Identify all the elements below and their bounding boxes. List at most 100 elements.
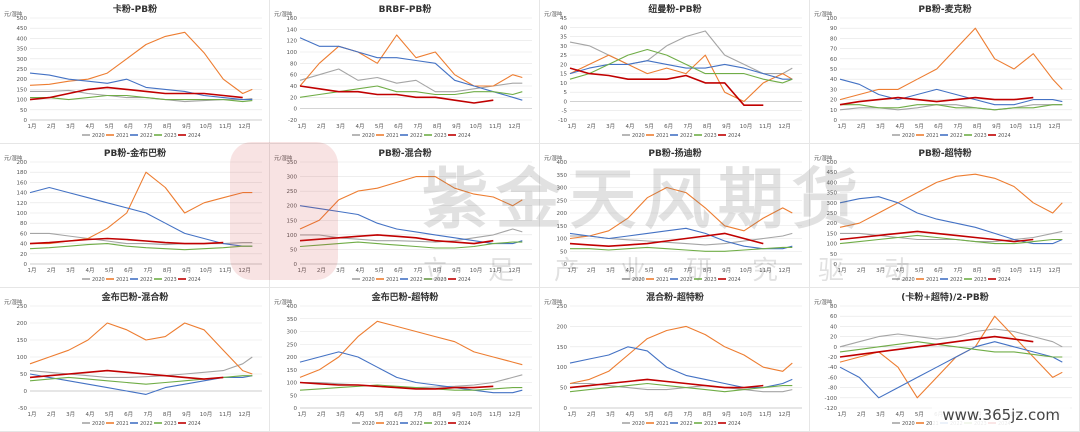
y-tick-label: 50 [830, 67, 837, 73]
x-tick-label: 1月 [28, 411, 37, 418]
x-tick-label: 8月 [703, 267, 712, 274]
series-line-2021 [569, 54, 793, 103]
legend-label: 2023 [704, 421, 717, 427]
y-tick-label: 300 [287, 330, 298, 336]
series-line-2021 [299, 320, 523, 378]
legend-label: 2023 [164, 133, 177, 139]
y-tick-label: 0 [564, 406, 568, 412]
legend-label: 2023 [434, 421, 447, 427]
x-tick-label: 4月 [356, 411, 365, 418]
x-tick-label: 3月 [336, 123, 345, 130]
x-tick-label: 8月 [163, 123, 172, 130]
x-tick-label: 7月 [684, 123, 693, 130]
x-tick-label: 7月 [414, 411, 423, 418]
legend-label: 2020 [632, 277, 645, 283]
y-tick-label: 50 [290, 393, 297, 399]
y-axis-unit-label: 元/湿吨 [814, 154, 833, 162]
chart-title: PB粉-扬迪粉 [648, 147, 701, 159]
x-tick-label: 3月 [66, 411, 75, 418]
y-tick-label: 150 [17, 338, 28, 344]
y-tick-label: 100 [17, 355, 28, 361]
x-tick-label: 5月 [105, 123, 114, 130]
y-tick-label: 300 [287, 175, 298, 181]
x-tick-label: 4月 [356, 267, 365, 274]
y-tick-label: 200 [557, 211, 568, 217]
legend-label: 2024 [998, 133, 1011, 139]
x-tick-label: 8月 [163, 267, 172, 274]
x-tick-label: 5月 [375, 123, 384, 130]
y-tick-label: 20 [290, 95, 297, 101]
series-line-2020 [839, 328, 1063, 348]
x-tick-label: 9月 [452, 123, 461, 130]
y-tick-label: 200 [287, 204, 298, 210]
chart-panel: 金布巴粉-超特粉 元/湿吨 0 50 100 150 200 250 300 350 400 1月 2月… [270, 288, 540, 432]
x-tick-label: 9月 [722, 267, 731, 274]
series-line-2021 [569, 186, 793, 240]
series-line-2021 [839, 27, 1063, 101]
x-tick-label: 9月 [182, 123, 191, 130]
x-tick-label: 6月 [124, 411, 133, 418]
legend-label: 2021 [656, 133, 669, 139]
y-tick-label: 350 [17, 47, 28, 53]
legend-label: 2021 [926, 133, 939, 139]
x-tick-label: 1月 [298, 411, 307, 418]
y-tick-label: 0 [834, 118, 838, 124]
x-tick-label: 8月 [433, 123, 442, 130]
y-tick-label: 300 [557, 186, 568, 192]
x-tick-label: 12月 [238, 123, 251, 130]
x-tick-label: 11月 [759, 411, 772, 418]
y-tick-label: 5 [564, 90, 568, 96]
x-tick-label: 2月 [317, 123, 326, 130]
series-line-2024 [29, 237, 224, 245]
x-tick-label: 4月 [626, 123, 635, 130]
x-tick-label: 5月 [375, 411, 384, 418]
x-tick-label: 7月 [954, 267, 963, 274]
x-tick-label: 12月 [778, 411, 791, 418]
chart-panel: PB粉-金布巴粉 元/湿吨 0 20 40 60 80 100 120 140 160 180 200 1… [0, 144, 270, 288]
x-tick-label: 2月 [47, 123, 56, 130]
series-line-2021 [569, 325, 793, 385]
series-line-2024 [569, 67, 764, 106]
y-tick-label: 350 [287, 160, 298, 166]
x-tick-label: 12月 [1048, 123, 1061, 130]
y-tick-label: 45 [560, 16, 567, 22]
y-tick-label: 120 [287, 39, 298, 45]
x-tick-label: 10月 [1010, 267, 1023, 274]
y-tick-label: 160 [287, 16, 298, 22]
y-axis-unit-label: 元/湿吨 [4, 10, 23, 18]
legend-label: 2022 [950, 133, 963, 139]
x-tick-label: 12月 [778, 267, 791, 274]
y-tick-label: 0 [24, 262, 28, 268]
y-tick-label: 100 [827, 16, 838, 22]
x-tick-label: 5月 [915, 411, 924, 418]
x-tick-label: 9月 [182, 267, 191, 274]
x-tick-label: 11月 [759, 123, 772, 130]
x-tick-label: 2月 [857, 267, 866, 274]
y-tick-label: 90 [830, 26, 837, 32]
y-axis-unit-label: 元/湿吨 [4, 154, 23, 162]
y-tick-label: -20 [288, 118, 297, 124]
x-tick-label: 7月 [144, 411, 153, 418]
series-line-2021 [299, 176, 523, 230]
y-tick-label: 20 [20, 252, 27, 258]
series-line-2023 [839, 234, 1063, 245]
x-tick-label: 11月 [489, 123, 502, 130]
series-line-2024 [299, 234, 494, 245]
x-tick-label: 3月 [876, 267, 885, 274]
legend-label: 2022 [410, 421, 423, 427]
legend-label: 2022 [410, 277, 423, 283]
x-tick-label: 9月 [722, 123, 731, 130]
y-tick-label: 250 [287, 189, 298, 195]
x-tick-label: 4月 [626, 411, 635, 418]
series-line-2020 [299, 68, 523, 93]
legend-label: 2021 [386, 277, 399, 283]
x-tick-label: 6月 [124, 267, 133, 274]
x-tick-label: 3月 [66, 267, 75, 274]
legend-label: 2021 [116, 421, 129, 427]
legend-label: 2022 [950, 277, 963, 283]
y-tick-label: -60 [828, 375, 837, 381]
x-tick-label: 5月 [915, 267, 924, 274]
x-tick-label: 6月 [934, 123, 943, 130]
